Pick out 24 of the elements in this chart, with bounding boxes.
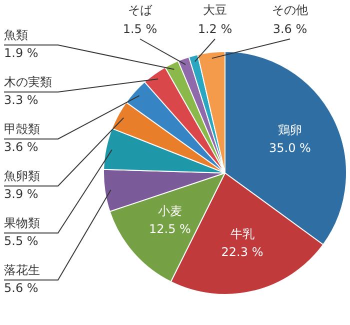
slice-label: 大豆 [203, 3, 227, 18]
slice-label: 甲殻類 [4, 122, 40, 136]
slice-label: 牛乳 [230, 226, 254, 241]
data-label: 1.2 % [198, 22, 232, 36]
slice-label: 木の実類 [4, 75, 52, 90]
slice-label: 魚類 [4, 28, 28, 42]
slice-label: 魚卵類 [4, 169, 40, 184]
data-label: 35.0 % [269, 141, 311, 156]
data-label: 3.6 % [4, 140, 38, 154]
data-label: 1.9 % [4, 46, 38, 60]
slice-label: 落花生 [4, 263, 40, 278]
data-label: 22.3 % [221, 244, 264, 259]
data-label: 3.3 % [4, 93, 38, 108]
slice-label: その他 [272, 3, 308, 18]
slice-label: 果物類 [4, 216, 40, 230]
data-label: 3.9 % [4, 187, 38, 202]
slice-label: 小麦 [158, 204, 182, 218]
data-label: 5.5 % [4, 234, 38, 248]
data-label: 12.5 % [149, 222, 191, 236]
slice-label: 鶏卵 [278, 123, 302, 138]
data-label: 5.6 % [4, 281, 38, 296]
slice-label: そば [128, 3, 153, 18]
data-label: 3.6 % [272, 22, 308, 36]
data-label: 1.5 % [122, 22, 158, 36]
